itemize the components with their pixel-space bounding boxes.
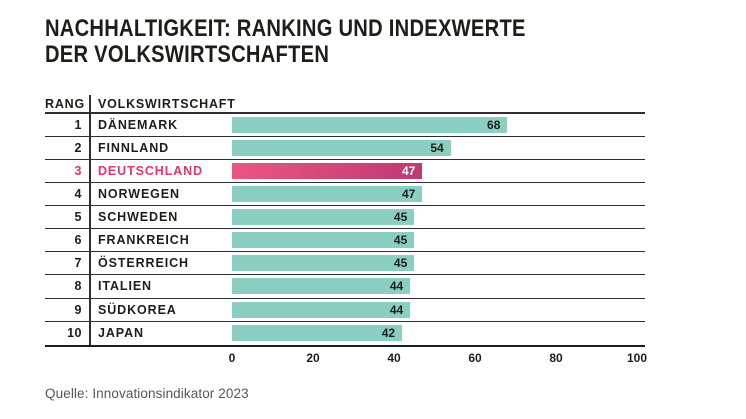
economy-cell: SÜDKOREA — [98, 302, 177, 317]
rank-cell: 5 — [74, 210, 82, 225]
value-bar: 54 — [232, 139, 451, 156]
x-axis-tick-label: 60 — [468, 351, 482, 365]
table-row: 2 FINNLAND 54 — [45, 137, 645, 160]
rank-cell: 7 — [74, 256, 82, 271]
economy-cell: FRANKREICH — [98, 233, 190, 248]
rank-cell: 4 — [74, 186, 82, 201]
economy-cell: ITALIEN — [98, 279, 152, 294]
value-bar: 42 — [232, 324, 403, 341]
table-row: 5 SCHWEDEN 45 — [45, 206, 645, 230]
value-bar: 45 — [232, 209, 415, 226]
value-bar: 44 — [232, 278, 411, 295]
table-row: 9 SÜDKOREA 44 — [45, 299, 645, 322]
header-underline — [45, 112, 645, 114]
table-row: 10 JAPAN 42 — [45, 322, 645, 345]
ranking-rows: 1 DÄNEMARK 68 2 FINNLAND 54 3 DEUTSCHLAN… — [45, 114, 645, 345]
chart-title: NACHHALTIGKEIT: RANKING UND INDEXWERTE D… — [45, 16, 526, 68]
chart-title-line2: DER VOLKSWIRTSCHAFTEN — [45, 41, 330, 68]
economy-cell: FINNLAND — [98, 140, 170, 155]
value-label: 68 — [487, 117, 501, 132]
value-label: 47 — [401, 186, 416, 201]
x-axis-tick-label: 80 — [549, 351, 563, 365]
value-label: 45 — [393, 256, 408, 271]
value-label: 44 — [389, 279, 404, 294]
economy-cell: NORWEGEN — [98, 186, 180, 201]
table-row: 7 ÖSTERREICH 45 — [45, 252, 645, 276]
value-bar: 68 — [232, 116, 508, 133]
table-row: 3 DEUTSCHLAND 47 — [45, 160, 645, 183]
value-label: 47 — [401, 163, 416, 178]
source-caption: Quelle: Innovationsindikator 2023 — [45, 386, 249, 401]
rank-cell: 6 — [74, 233, 82, 248]
rank-cell: 3 — [74, 163, 82, 178]
value-bar: 47 — [232, 185, 423, 202]
chart-title-line1: NACHHALTIGKEIT: RANKING UND INDEXWERTE — [45, 15, 526, 42]
table-row: 8 ITALIEN 44 — [45, 275, 645, 299]
value-label: 54 — [430, 140, 444, 155]
rank-column-header: RANG — [45, 97, 86, 111]
rank-cell: 1 — [74, 117, 82, 132]
rank-cell: 8 — [74, 279, 82, 294]
value-bar: 45 — [232, 255, 415, 272]
table-row: 6 FRANKREICH 45 — [45, 229, 645, 253]
economy-cell: ÖSTERREICH — [98, 256, 189, 271]
economy-cell: JAPAN — [98, 325, 144, 340]
x-axis-ticks: 0 20 40 60 80 100 — [45, 351, 648, 365]
value-label: 44 — [389, 302, 404, 317]
value-label: 45 — [393, 233, 408, 248]
table-row: 1 DÄNEMARK 68 — [45, 114, 645, 137]
x-axis-line — [45, 345, 645, 347]
rank-cell: 9 — [74, 302, 82, 317]
rank-cell: 2 — [74, 140, 82, 155]
economy-column-header: VOLKSWIRTSCHAFT — [98, 97, 236, 111]
economy-cell: DÄNEMARK — [98, 117, 179, 132]
table-row: 4 NORWEGEN 47 — [45, 183, 645, 207]
economy-cell: DEUTSCHLAND — [98, 163, 204, 178]
rank-cell: 10 — [67, 325, 82, 340]
economy-cell: SCHWEDEN — [98, 210, 179, 225]
x-axis-tick-label: 100 — [626, 351, 648, 365]
value-bar: 47 — [232, 162, 423, 179]
value-bar: 44 — [232, 301, 411, 318]
value-label: 45 — [393, 210, 408, 225]
value-label: 42 — [381, 325, 396, 340]
value-bar: 45 — [232, 232, 415, 249]
x-axis-tick-label: 20 — [306, 351, 320, 365]
rank-column-divider — [89, 95, 91, 345]
x-axis-tick-label: 0 — [228, 351, 236, 365]
x-axis-tick-label: 40 — [387, 351, 401, 365]
